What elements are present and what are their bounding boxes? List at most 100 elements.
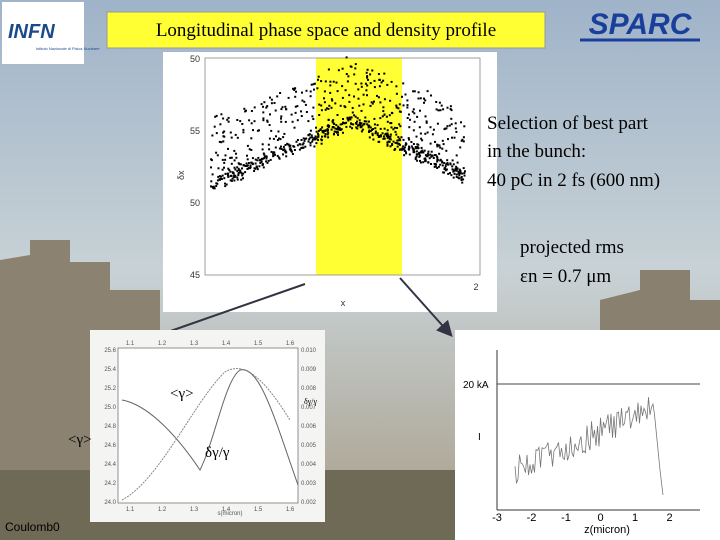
dot — [373, 117, 376, 120]
dot — [428, 157, 431, 160]
dot — [324, 80, 327, 83]
dot — [320, 80, 323, 83]
dot — [371, 134, 374, 137]
dot — [431, 154, 433, 157]
dot — [376, 94, 378, 97]
top-tick: 1.3 — [190, 341, 199, 347]
dot — [414, 146, 417, 149]
dot — [246, 158, 249, 161]
dot — [359, 126, 362, 129]
dot — [327, 107, 330, 110]
dot — [457, 170, 460, 173]
dot — [439, 158, 442, 161]
dot — [282, 145, 285, 148]
dot — [386, 129, 389, 132]
dot — [369, 126, 372, 129]
dot — [443, 167, 446, 170]
dot — [337, 133, 339, 136]
dot — [318, 103, 321, 106]
dot — [250, 110, 253, 112]
dot — [421, 151, 424, 154]
dot — [424, 115, 427, 118]
dot — [342, 131, 344, 134]
top-tick: 1.1 — [126, 341, 135, 347]
dot — [355, 126, 358, 129]
dot — [436, 156, 439, 159]
dot — [220, 113, 223, 116]
dot — [340, 128, 343, 131]
bottom-tick: 1.5 — [254, 507, 263, 513]
dot — [245, 165, 248, 167]
y-tick: 50 — [190, 198, 200, 208]
dot — [377, 96, 380, 99]
dot — [320, 109, 323, 112]
dot — [284, 149, 287, 152]
dot — [445, 168, 448, 171]
dot — [227, 120, 230, 123]
dot — [269, 113, 271, 116]
dot — [278, 147, 281, 150]
dot — [273, 102, 276, 104]
dot — [365, 71, 368, 74]
dot — [460, 179, 463, 181]
dot — [337, 125, 340, 128]
dot — [379, 127, 382, 130]
dot — [349, 65, 352, 68]
footer: Coulomb0 — [5, 520, 60, 534]
dot — [215, 151, 218, 154]
dot — [313, 82, 316, 85]
dot — [321, 126, 324, 129]
dot — [283, 148, 286, 151]
dot — [421, 149, 424, 152]
dot — [391, 112, 394, 115]
dot — [366, 76, 369, 79]
dot — [262, 166, 265, 169]
dot — [265, 157, 268, 160]
dot — [342, 122, 345, 124]
dot — [233, 174, 236, 177]
dot — [348, 100, 351, 103]
dot — [241, 174, 244, 177]
dot — [454, 127, 457, 130]
dot — [217, 175, 220, 178]
dot — [300, 115, 303, 117]
dot — [246, 167, 249, 170]
dot — [230, 156, 233, 159]
dot — [363, 120, 366, 123]
dot — [430, 163, 432, 165]
dot — [463, 174, 466, 177]
dot — [228, 169, 231, 172]
y-tick: 55 — [190, 126, 200, 136]
dot — [434, 154, 436, 157]
dot — [447, 172, 450, 175]
dot — [292, 87, 294, 90]
selection-band — [316, 58, 402, 275]
dot — [363, 123, 365, 126]
dot — [357, 97, 360, 100]
dot — [397, 139, 400, 142]
dot — [305, 89, 308, 92]
top-tick: 1.4 — [222, 341, 231, 347]
dot — [235, 152, 237, 155]
dot — [438, 152, 441, 155]
dot — [260, 160, 263, 163]
dot — [269, 158, 272, 161]
dot — [310, 134, 313, 137]
dot — [354, 82, 357, 85]
dot — [443, 127, 446, 130]
dot — [210, 180, 213, 183]
dot — [389, 135, 392, 138]
dot — [406, 117, 409, 119]
dot — [239, 171, 242, 174]
dot — [412, 90, 415, 93]
dot — [333, 130, 336, 133]
dot — [365, 120, 368, 123]
dot — [430, 150, 433, 153]
dot — [366, 75, 369, 78]
dot — [370, 101, 373, 104]
dot — [242, 131, 245, 134]
dot — [224, 154, 227, 157]
left-tick: 24.2 — [104, 481, 116, 487]
dot — [272, 155, 275, 158]
